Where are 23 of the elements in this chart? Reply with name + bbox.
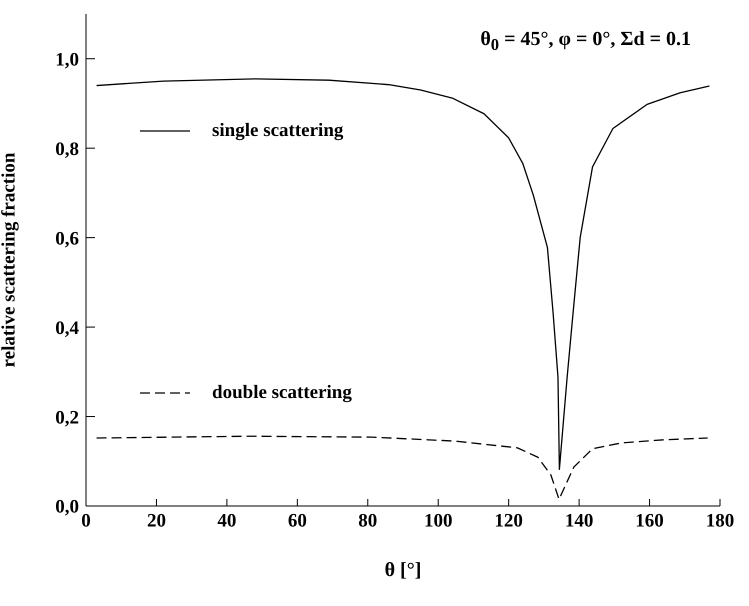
x-tick-label: 160 <box>635 510 664 532</box>
y-tick-label: 0,6 <box>55 228 79 250</box>
x-tick-label: 20 <box>146 510 166 532</box>
y-tick-label: 1,0 <box>55 49 79 70</box>
legend-label: single scattering <box>212 120 344 142</box>
x-tick-label: 60 <box>288 510 307 532</box>
x-axis-title: θ [°] <box>384 559 422 581</box>
line-series <box>96 78 710 470</box>
x-tick-label: 0 <box>81 510 91 532</box>
x-tick-label: 100 <box>424 510 452 532</box>
x-tick-label: 40 <box>217 510 236 532</box>
y-tick-label: 0,2 <box>55 407 79 428</box>
y-axis-title: relative scattering fraction <box>0 152 20 368</box>
legend-label: double scattering <box>212 382 352 404</box>
x-tick-label: 120 <box>494 510 523 532</box>
x-tick-label: 140 <box>564 510 594 532</box>
x-tick-label: 180 <box>706 510 734 532</box>
y-tick-label: 0,0 <box>55 496 79 518</box>
x-tick-label: 80 <box>358 510 378 532</box>
y-tick-label: 0,8 <box>55 138 79 160</box>
annotation: θ$_{0}$ = 45°, φ = 0°, Σd = 0.1 <box>480 28 691 55</box>
line-series <box>96 436 708 500</box>
y-tick-label: 0,4 <box>55 318 80 339</box>
